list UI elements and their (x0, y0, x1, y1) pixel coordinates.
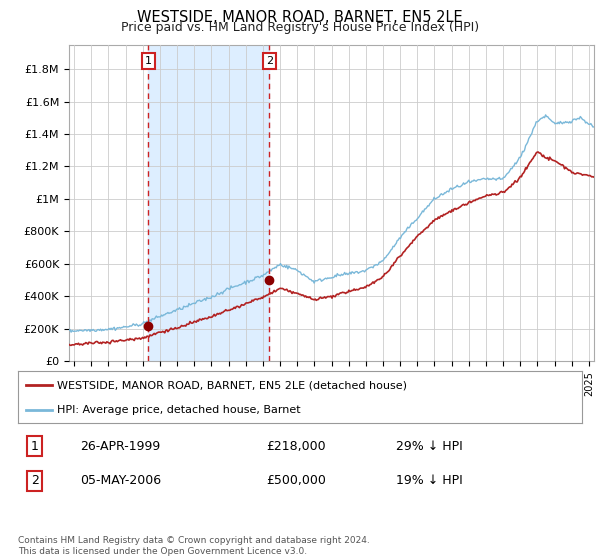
Text: £500,000: £500,000 (266, 474, 326, 487)
Text: Contains HM Land Registry data © Crown copyright and database right 2024.
This d: Contains HM Land Registry data © Crown c… (18, 536, 370, 556)
Text: WESTSIDE, MANOR ROAD, BARNET, EN5 2LE: WESTSIDE, MANOR ROAD, BARNET, EN5 2LE (137, 10, 463, 25)
Text: 1: 1 (31, 440, 39, 453)
Text: Price paid vs. HM Land Registry's House Price Index (HPI): Price paid vs. HM Land Registry's House … (121, 21, 479, 34)
Text: 2: 2 (266, 56, 273, 66)
Text: 05-MAY-2006: 05-MAY-2006 (80, 474, 161, 487)
Text: 19% ↓ HPI: 19% ↓ HPI (396, 474, 463, 487)
Text: WESTSIDE, MANOR ROAD, BARNET, EN5 2LE (detached house): WESTSIDE, MANOR ROAD, BARNET, EN5 2LE (d… (58, 380, 407, 390)
Text: 26-APR-1999: 26-APR-1999 (80, 440, 160, 453)
Text: 2: 2 (31, 474, 39, 487)
Bar (148, 45, 269, 361)
Text: HPI: Average price, detached house, Barnet: HPI: Average price, detached house, Barn… (58, 405, 301, 415)
Text: 29% ↓ HPI: 29% ↓ HPI (396, 440, 463, 453)
Text: £218,000: £218,000 (266, 440, 326, 453)
Text: 1: 1 (145, 56, 152, 66)
